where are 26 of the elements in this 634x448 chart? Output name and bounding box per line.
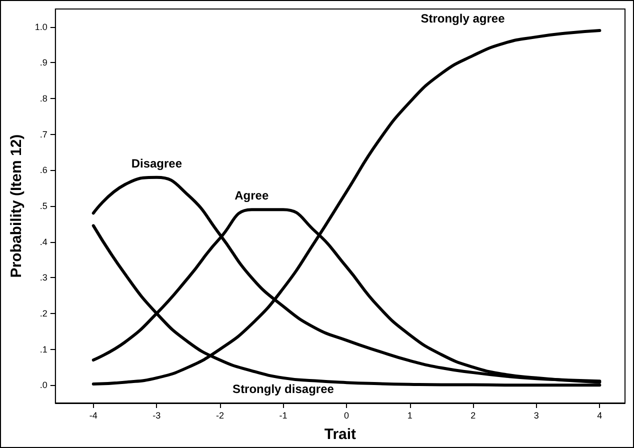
y-axis-title: Probability (Item 12)	[8, 134, 25, 278]
x-tick-label: 0	[344, 410, 350, 420]
x-tick-label: 1	[407, 410, 412, 420]
y-tick-label: .2	[40, 308, 48, 318]
y-tick-label: .1	[40, 344, 48, 354]
series-label: Strongly disagree	[232, 382, 334, 396]
series-label: Strongly agree	[420, 11, 506, 26]
series-label: Disagree	[131, 156, 182, 170]
y-tick-label: .7	[40, 129, 48, 140]
y-tick-label: .3	[40, 272, 48, 283]
y-tick-label: .4	[40, 236, 48, 247]
x-tick-label: -3	[152, 410, 161, 420]
x-tick-label: -4	[89, 410, 98, 420]
y-tick-label: .5	[40, 201, 48, 211]
y-tick-label: .9	[40, 58, 48, 68]
y-tick-label: 1.0	[34, 22, 48, 32]
x-tick-label: -1	[279, 410, 288, 420]
x-tick-label: 3	[534, 410, 539, 420]
y-tick-label: .8	[40, 94, 48, 104]
x-tick-label: 2	[470, 410, 476, 420]
x-tick-label: 4	[597, 410, 602, 420]
y-tick-label: .6	[40, 165, 48, 176]
y-tick-label: .0	[40, 380, 48, 390]
x-tick-label: -2	[216, 410, 224, 420]
x-axis-title: Trait	[324, 426, 356, 443]
series-label: Agree	[234, 188, 269, 203]
